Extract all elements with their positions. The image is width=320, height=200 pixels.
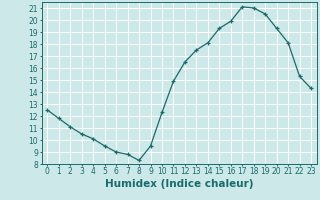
X-axis label: Humidex (Indice chaleur): Humidex (Indice chaleur) <box>105 179 253 189</box>
